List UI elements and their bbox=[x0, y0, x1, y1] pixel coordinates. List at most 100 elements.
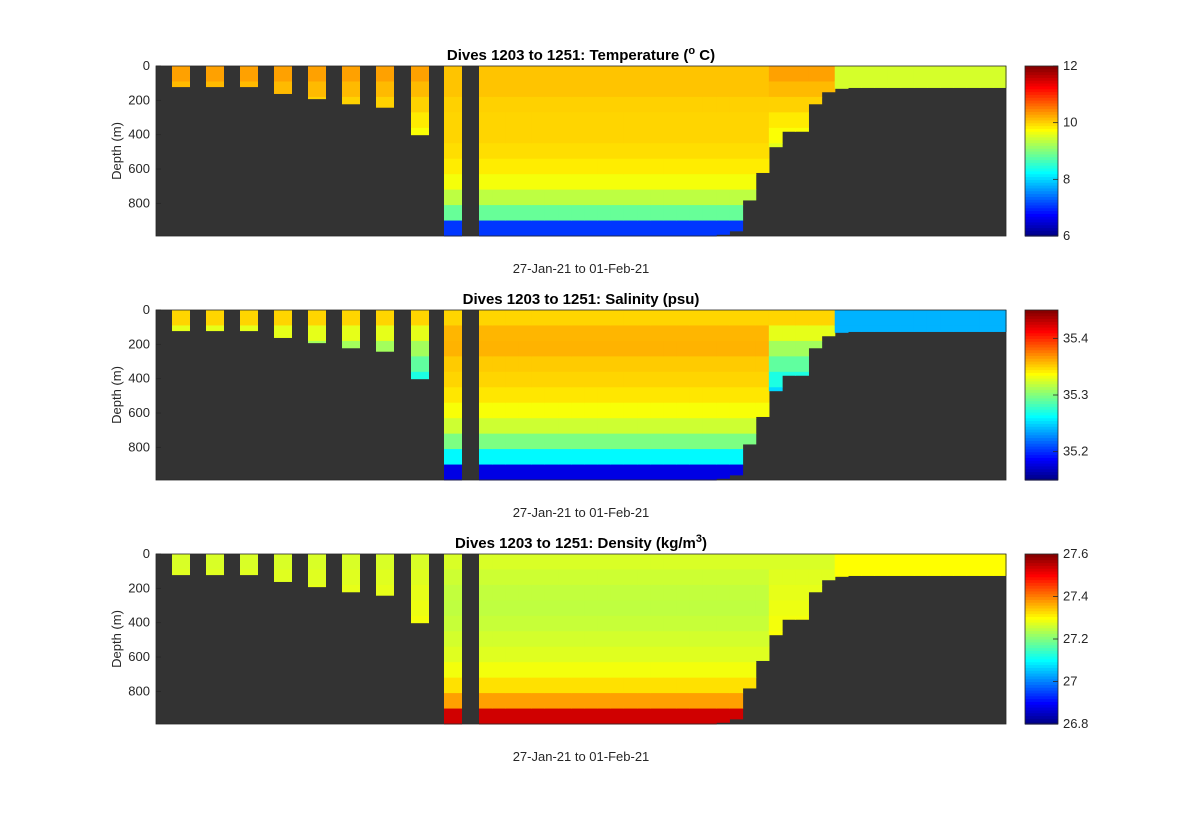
cell-dive-1220 bbox=[584, 662, 599, 679]
cell-dive-1216 bbox=[531, 81, 546, 98]
cell-dive-1232 bbox=[742, 600, 757, 617]
colorbar-tick-label: 27.4 bbox=[1063, 589, 1088, 604]
colorbar-segment bbox=[1025, 678, 1058, 683]
colorbar-segment bbox=[1025, 639, 1058, 643]
cell-dive-1224 bbox=[637, 387, 651, 404]
cell-dive-1224 bbox=[637, 96, 651, 113]
cell-dive-1224 bbox=[637, 677, 651, 694]
cell-dive-1227 bbox=[676, 112, 691, 129]
colorbar-segment bbox=[1025, 352, 1058, 356]
cell-dive-1247 bbox=[940, 66, 954, 82]
colorbar-segment bbox=[1025, 451, 1058, 456]
cell-dive-1232 bbox=[742, 631, 757, 648]
cell-dive-1231 bbox=[729, 464, 744, 476]
cell-dive-1204 bbox=[206, 66, 224, 82]
cell-dive-1228 bbox=[689, 569, 704, 586]
cell-dive-1214 bbox=[505, 418, 520, 435]
cell-dive-1227 bbox=[676, 356, 691, 373]
cell-dive-1231 bbox=[729, 402, 744, 419]
cell-dive-1224 bbox=[637, 310, 651, 326]
cell-dive-1211 bbox=[444, 356, 462, 373]
cell-dive-1218 bbox=[558, 66, 572, 82]
cell-dive-1213 bbox=[492, 220, 506, 237]
cell-dive-1216 bbox=[531, 96, 546, 113]
cell-dive-1215 bbox=[518, 325, 533, 342]
colorbar-segment bbox=[1025, 66, 1058, 70]
colorbar-segment bbox=[1025, 409, 1058, 413]
cell-dive-1240 bbox=[847, 81, 862, 88]
colorbar-segment bbox=[1025, 361, 1058, 365]
cell-dive-1225 bbox=[650, 66, 665, 82]
cell-dive-1212 bbox=[479, 554, 493, 570]
colorbar-segment bbox=[1025, 108, 1058, 112]
cell-dive-1217 bbox=[544, 310, 559, 326]
cell-dive-1231 bbox=[729, 189, 744, 206]
cell-dive-1222 bbox=[610, 205, 625, 222]
cell-dive-1212 bbox=[479, 433, 493, 450]
cell-dive-1234 bbox=[768, 143, 783, 148]
cell-dive-1220 bbox=[584, 325, 599, 342]
cell-dive-1227 bbox=[676, 464, 691, 481]
cell-dive-1220 bbox=[584, 418, 599, 435]
cell-dive-1225 bbox=[650, 371, 665, 388]
cell-dive-1217 bbox=[544, 646, 559, 663]
cell-dive-1223 bbox=[623, 615, 638, 632]
cell-dive-1215 bbox=[518, 310, 533, 326]
cell-dive-1228 bbox=[689, 708, 704, 725]
cell-dive-1238 bbox=[821, 66, 836, 82]
plot-frame bbox=[155, 65, 1007, 237]
cell-dive-1213 bbox=[492, 158, 506, 175]
cell-dive-1221 bbox=[597, 340, 612, 357]
title-main: Dives 1203 to 1251: Salinity (psu) bbox=[463, 291, 700, 308]
cell-dive-1222 bbox=[610, 189, 625, 206]
cell-dive-1225 bbox=[650, 96, 665, 113]
cell-dive-1224 bbox=[637, 708, 651, 725]
cell-dive-1234 bbox=[768, 96, 783, 113]
cell-dive-1208 bbox=[342, 310, 360, 326]
cell-dive-1226 bbox=[663, 189, 678, 206]
colorbar-segment bbox=[1025, 624, 1058, 629]
cell-dive-1230 bbox=[716, 66, 730, 82]
cell-dive-1216 bbox=[531, 449, 546, 466]
cell-dive-1245 bbox=[913, 325, 928, 332]
cell-dive-1206 bbox=[274, 310, 292, 326]
cell-dive-1230 bbox=[716, 402, 730, 419]
cell-dive-1222 bbox=[610, 356, 625, 373]
cell-dive-1220 bbox=[584, 356, 599, 373]
cell-dive-1245 bbox=[913, 66, 928, 82]
colorbar-segment bbox=[1025, 224, 1058, 229]
colorbar-tick-label: 8 bbox=[1063, 171, 1070, 186]
colorbar-segment bbox=[1025, 363, 1058, 368]
cell-dive-1228 bbox=[689, 418, 704, 435]
cell-dive-1225 bbox=[650, 158, 665, 175]
cell-dive-1247 bbox=[940, 81, 954, 88]
colorbar-segment bbox=[1025, 91, 1058, 95]
cell-dive-1231 bbox=[729, 615, 744, 632]
cell-dive-1222 bbox=[610, 584, 625, 601]
cell-dive-1212 bbox=[479, 112, 493, 129]
cell-dive-1221 bbox=[597, 584, 612, 601]
colorbar-segment bbox=[1025, 185, 1058, 189]
cell-dive-1224 bbox=[637, 693, 651, 710]
colorbar-segment bbox=[1025, 88, 1058, 93]
cell-dive-1227 bbox=[676, 310, 691, 326]
cell-dive-1212 bbox=[479, 143, 493, 160]
cell-dive-1227 bbox=[676, 371, 691, 388]
cell-dive-1226 bbox=[663, 371, 678, 388]
cell-dive-1211 bbox=[444, 677, 462, 694]
cell-dive-1232 bbox=[742, 189, 757, 201]
cell-dive-1219 bbox=[571, 174, 585, 191]
cell-dive-1213 bbox=[492, 174, 506, 191]
colorbar-segment bbox=[1025, 389, 1058, 393]
colorbar-segment bbox=[1025, 709, 1058, 714]
cell-dive-1241 bbox=[861, 66, 875, 82]
cell-dive-1232 bbox=[742, 615, 757, 632]
cell-dive-1221 bbox=[597, 677, 612, 694]
cell-dive-1218 bbox=[558, 189, 572, 206]
colorbar-segment bbox=[1025, 565, 1058, 569]
cell-dive-1221 bbox=[597, 615, 612, 632]
cell-dive-1235 bbox=[782, 554, 796, 570]
colorbar-segment bbox=[1025, 712, 1058, 717]
cell-dive-1231 bbox=[729, 310, 744, 326]
cell-dive-1229 bbox=[702, 158, 717, 175]
